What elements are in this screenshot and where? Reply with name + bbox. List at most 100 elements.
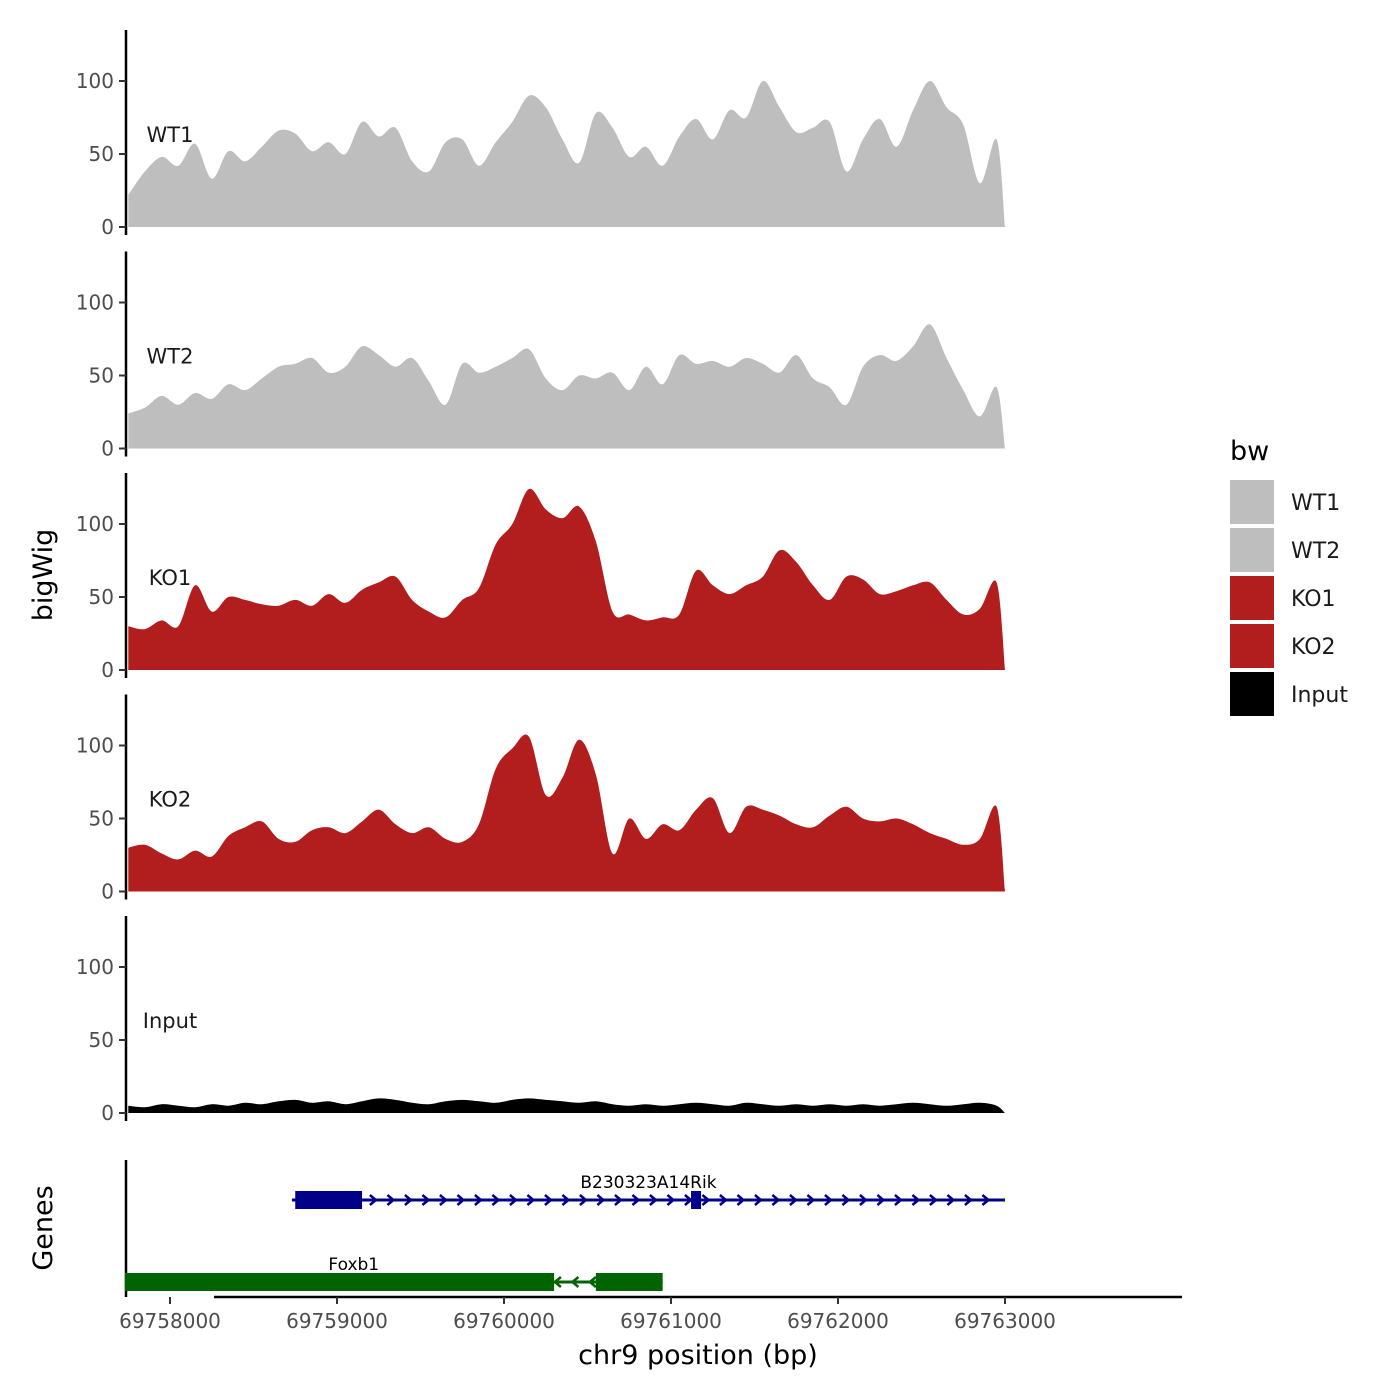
y-tick-label: 0	[101, 880, 114, 904]
y-tick-label: 100	[76, 69, 114, 93]
strand-arrow-mark	[964, 1194, 973, 1206]
track-wt2: 0 50 100 WT2	[76, 251, 1006, 461]
x-tick-label: 69758000	[119, 1309, 221, 1333]
track-input: 0 50 100 Input	[76, 916, 1006, 1125]
strand-arrow-mark	[570, 1276, 580, 1288]
track-label: KO1	[149, 566, 192, 590]
strand-arrow-mark	[981, 1194, 991, 1206]
gene-foxb1: Foxb1	[124, 1255, 663, 1291]
strand-arrow-mark	[894, 1194, 903, 1206]
legend-label-wt2: WT2	[1291, 539, 1340, 564]
x-axis: 69758000 69759000 69760000 69761000 69762000…	[119, 1295, 1182, 1333]
y-tick-label: 50	[89, 142, 114, 166]
strand-arrow-mark	[701, 1194, 711, 1206]
strand-arrow-mark	[579, 1194, 588, 1206]
y-tick-label: 50	[89, 1028, 114, 1052]
signal-area-wt1	[128, 80, 1006, 227]
strand-arrow-mark	[544, 1194, 553, 1206]
legend-title: bw	[1230, 436, 1269, 467]
strand-arrow-mark	[736, 1194, 746, 1206]
x-axis-title: chr9 position (bp)	[578, 1340, 818, 1371]
y-tick-label: 0	[101, 437, 114, 461]
track-ko2: 0 50 100 KO2	[76, 694, 1006, 904]
strand-arrow-mark	[771, 1194, 781, 1206]
strand-arrow-mark	[806, 1194, 816, 1206]
y-tick-label: 0	[101, 1101, 114, 1125]
strand-arrow-mark	[561, 1194, 571, 1206]
y-tick-label: 0	[101, 658, 114, 682]
y-tick-label: 50	[89, 364, 114, 388]
strand-arrow-mark	[369, 1194, 378, 1206]
y-tick-label: 100	[76, 512, 114, 536]
signal-area-ko2	[128, 734, 1006, 892]
legend-label-ko1: KO1	[1291, 587, 1336, 612]
y-tick-label: 50	[89, 585, 114, 609]
strand-arrow-mark	[719, 1194, 728, 1206]
legend-swatch-wt2	[1230, 528, 1274, 572]
strand-arrow-mark	[824, 1194, 833, 1206]
strand-arrow-mark	[859, 1194, 868, 1206]
legend-swatch-wt1	[1230, 480, 1274, 524]
y-tick-label: 50	[89, 807, 114, 831]
gene-exon	[595, 1273, 663, 1291]
strand-arrow-mark	[474, 1194, 483, 1206]
signal-area-ko1	[128, 488, 1006, 670]
strand-arrow-mark	[614, 1194, 623, 1206]
y-tick-label: 100	[76, 955, 114, 979]
strand-arrow-mark	[649, 1194, 658, 1206]
strand-arrow-mark	[552, 1276, 562, 1288]
strand-arrow-mark	[404, 1194, 413, 1206]
legend-label-input: Input	[1291, 683, 1348, 708]
track-ko1: 0 50 100 KO1	[76, 473, 1006, 682]
strand-arrow-mark	[386, 1194, 396, 1206]
track-label: WT1	[147, 123, 194, 147]
x-tick-label: 69759000	[286, 1309, 388, 1333]
strand-arrow-mark	[456, 1194, 466, 1206]
track-label: KO2	[149, 788, 192, 812]
strand-arrow-mark	[684, 1194, 693, 1206]
gene-exon	[295, 1191, 363, 1209]
legend-swatch-ko2	[1230, 624, 1274, 668]
strand-arrow-mark	[526, 1194, 536, 1206]
gene-label: B230323A14Rik	[580, 1173, 716, 1193]
strand-arrow-mark	[929, 1194, 938, 1206]
y-axis-title: bigWig	[28, 529, 59, 622]
strand-arrow-mark	[631, 1194, 641, 1206]
gene-exon	[691, 1191, 702, 1209]
signal-tracks: 0 50 100 WT1 0 50 100 WT2 0 50 100 KO1 0 50 100 KO2 0 50 1…	[76, 30, 1006, 1125]
strand-arrow-mark	[911, 1194, 921, 1206]
track-label: Input	[143, 1009, 197, 1033]
y-tick-label: 100	[76, 734, 114, 758]
strand-arrow-mark	[421, 1194, 431, 1206]
gene-track: B230323A14Rik Foxb1	[124, 1160, 1005, 1297]
signal-area-input	[128, 1098, 1006, 1113]
gene-exon	[124, 1273, 555, 1291]
x-tick-label: 69762000	[787, 1309, 889, 1333]
x-tick-label: 69760000	[453, 1309, 555, 1333]
signal-area-wt2	[128, 324, 1006, 449]
legend-swatch-input	[1230, 672, 1274, 716]
legend: bw WT1 WT2 KO1 KO2 Input	[1230, 436, 1348, 716]
strand-arrow-mark	[754, 1194, 763, 1206]
legend-label-ko2: KO2	[1291, 635, 1336, 660]
genes-axis-title: Genes	[28, 1185, 59, 1270]
strand-arrow-mark	[509, 1194, 518, 1206]
x-tick-label: 69763000	[954, 1309, 1056, 1333]
track-label: WT2	[147, 345, 194, 369]
gene-b230323a14rik: B230323A14Rik	[291, 1173, 1005, 1209]
strand-arrow-mark	[841, 1194, 851, 1206]
legend-swatch-ko1	[1230, 576, 1274, 620]
strand-arrow-mark	[789, 1194, 798, 1206]
strand-arrow-mark	[439, 1194, 448, 1206]
strand-arrow-mark	[587, 1276, 597, 1288]
y-tick-label: 100	[76, 291, 114, 315]
strand-arrow-mark	[596, 1194, 606, 1206]
strand-arrow-mark	[491, 1194, 501, 1206]
strand-arrow-mark	[946, 1194, 956, 1206]
gene-label: Foxb1	[328, 1255, 379, 1275]
x-tick-label: 69761000	[620, 1309, 722, 1333]
y-tick-label: 0	[101, 215, 114, 239]
legend-label-wt1: WT1	[1291, 491, 1340, 516]
strand-arrow-mark	[666, 1194, 676, 1206]
